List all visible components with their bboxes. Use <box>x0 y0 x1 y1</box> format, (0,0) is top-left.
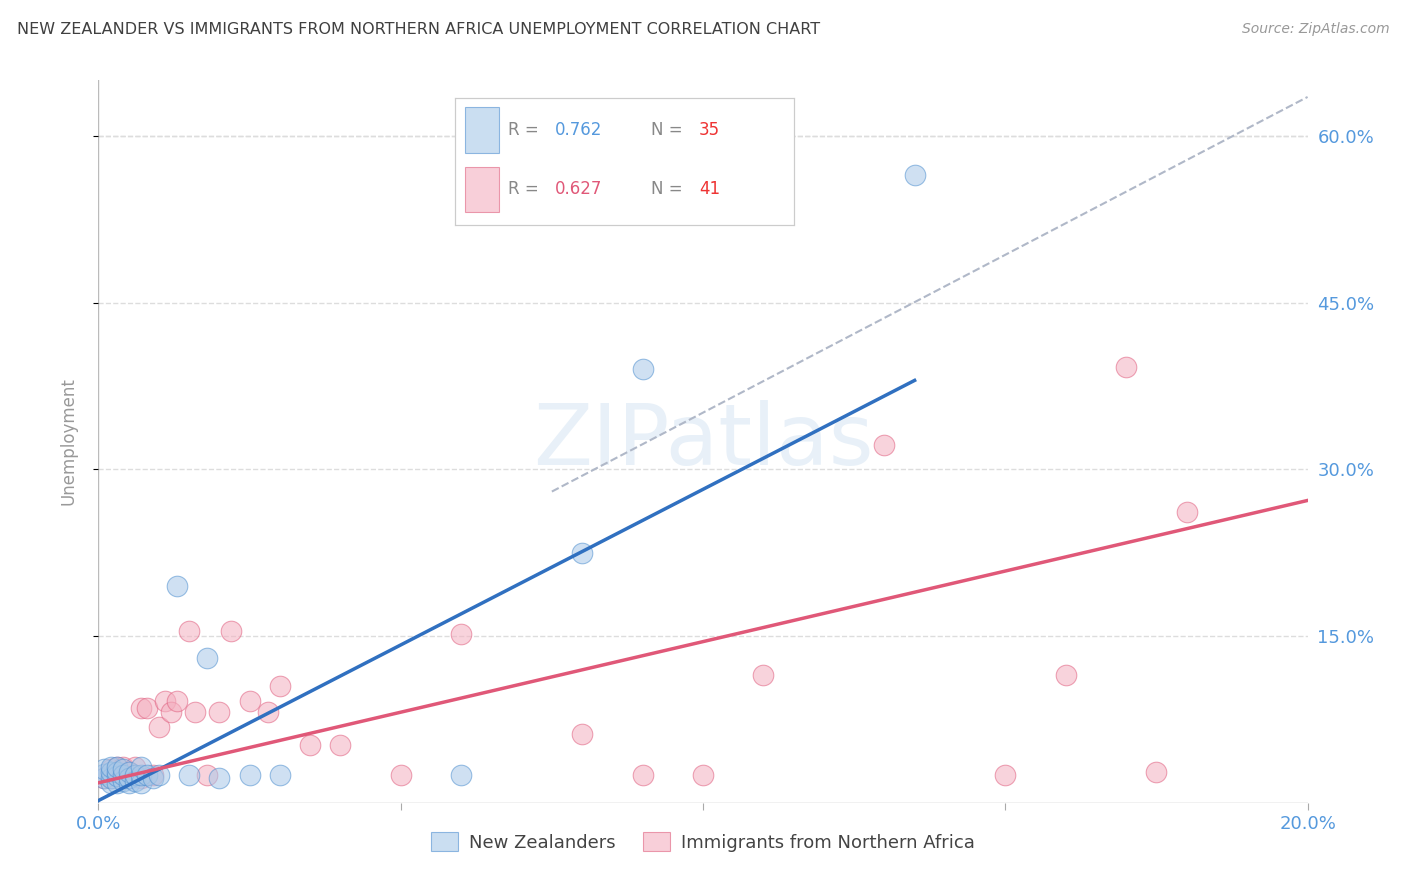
Point <box>160 705 183 719</box>
Point <box>124 760 146 774</box>
Point <box>118 776 141 790</box>
Point <box>93 772 115 786</box>
Point <box>100 772 122 786</box>
Point <box>994 768 1017 782</box>
Point <box>129 760 152 774</box>
Point <box>631 362 654 376</box>
Point <box>184 705 207 719</box>
Point <box>111 768 134 782</box>
Point <box>256 705 278 719</box>
Point <box>873 438 896 452</box>
Point <box>93 763 115 777</box>
Point <box>118 764 141 779</box>
Point <box>105 760 128 774</box>
Point <box>100 763 122 777</box>
Point <box>389 768 412 782</box>
Point <box>221 624 243 638</box>
Point <box>148 768 170 782</box>
Point <box>166 579 188 593</box>
Point <box>105 760 128 774</box>
Point <box>179 624 201 638</box>
Text: Source: ZipAtlas.com: Source: ZipAtlas.com <box>1241 22 1389 37</box>
Point <box>166 693 188 707</box>
Point <box>100 764 122 779</box>
Point <box>299 738 322 752</box>
Point <box>142 768 165 782</box>
Legend: New Zealanders, Immigrants from Northern Africa: New Zealanders, Immigrants from Northern… <box>425 825 981 859</box>
Point <box>1175 505 1198 519</box>
Point <box>1115 360 1137 375</box>
Point <box>129 701 152 715</box>
Point <box>111 760 134 774</box>
Point <box>118 772 141 786</box>
Point <box>124 768 146 782</box>
Point <box>105 769 128 783</box>
Point <box>571 727 593 741</box>
Point <box>129 768 152 782</box>
Point <box>142 772 165 786</box>
Point <box>105 776 128 790</box>
Point <box>450 627 472 641</box>
Point <box>450 768 472 782</box>
Point <box>100 772 122 786</box>
Point <box>1054 668 1077 682</box>
Point <box>100 760 122 774</box>
Y-axis label: Unemployment: Unemployment <box>59 377 77 506</box>
Point <box>93 767 115 781</box>
Point <box>135 768 157 782</box>
Point <box>239 768 262 782</box>
Point <box>195 651 218 665</box>
Point <box>195 768 218 782</box>
Point <box>124 773 146 788</box>
Text: NEW ZEALANDER VS IMMIGRANTS FROM NORTHERN AFRICA UNEMPLOYMENT CORRELATION CHART: NEW ZEALANDER VS IMMIGRANTS FROM NORTHER… <box>17 22 820 37</box>
Point <box>100 776 122 790</box>
Point <box>93 772 115 786</box>
Point <box>179 768 201 782</box>
Point <box>269 679 291 693</box>
Point <box>129 772 152 786</box>
Point <box>105 768 128 782</box>
Point <box>631 768 654 782</box>
Point <box>118 764 141 779</box>
Point <box>105 764 128 779</box>
Point <box>111 763 134 777</box>
Point <box>208 705 231 719</box>
Point <box>239 693 262 707</box>
Point <box>118 772 141 786</box>
Point <box>904 168 927 182</box>
Point <box>269 768 291 782</box>
Point <box>208 772 231 786</box>
Point <box>692 768 714 782</box>
Text: ZIPatlas: ZIPatlas <box>533 400 873 483</box>
Point <box>111 768 134 782</box>
Point <box>571 546 593 560</box>
Point <box>752 668 775 682</box>
Point <box>129 776 152 790</box>
Point <box>124 768 146 782</box>
Point <box>148 720 170 734</box>
Point <box>1144 764 1167 779</box>
Point <box>329 738 352 752</box>
Point <box>135 701 157 715</box>
Point <box>153 693 176 707</box>
Point <box>111 773 134 788</box>
